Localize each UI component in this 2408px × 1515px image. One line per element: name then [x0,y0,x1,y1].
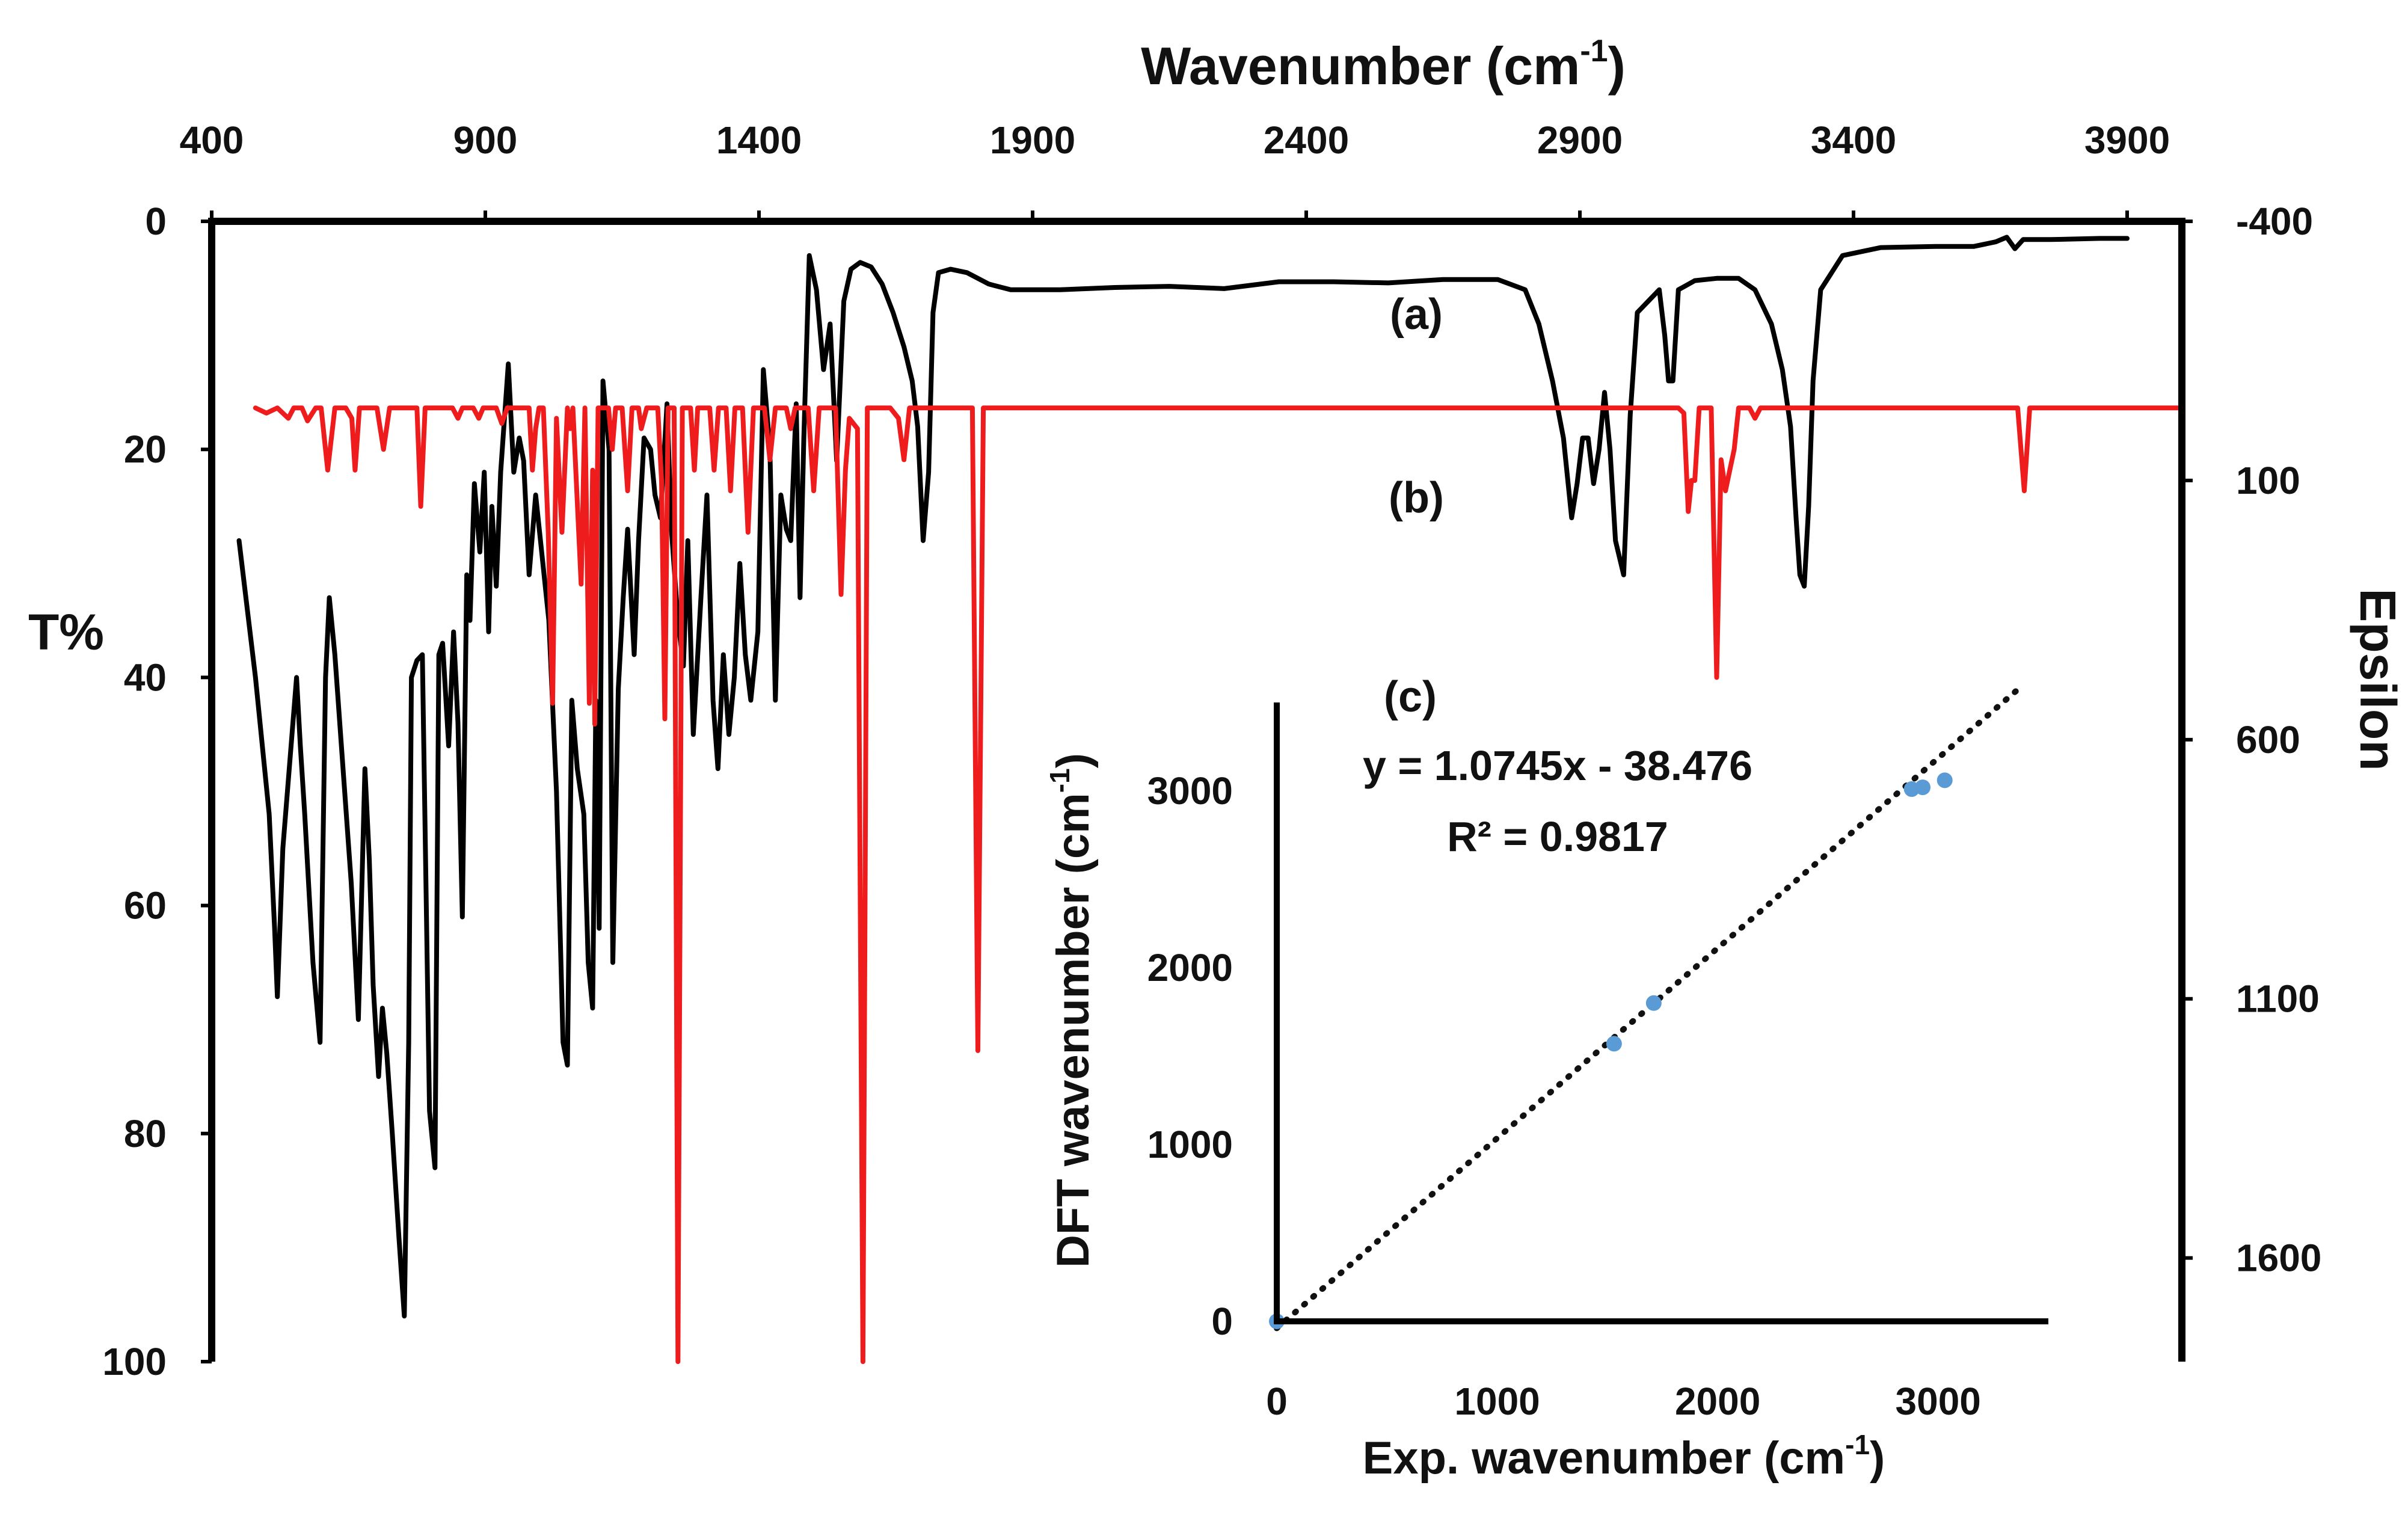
top-x-tick-label: 1400 [716,118,802,162]
right-axis-label: Epsilon [2350,588,2406,770]
inset-y-tick-label: 0 [1211,1300,1233,1343]
main-axis-ticks: 400 900 1400 1900 2400 2900 3400 3900 0 20 40 60 80 1… [102,118,2321,1383]
spectrum-line-b [253,405,2184,1364]
inset-y-tick-label: 2000 [1147,946,1233,989]
curve-label-b: (b) [1389,474,1444,522]
spectrum-line-a [236,235,2130,1319]
inset-x-tick-label: 0 [1266,1380,1288,1423]
top-x-tick-label: 1900 [990,118,1075,162]
right-y-tick-label: 100 [2236,459,2300,502]
inset-x-tick-label: 2000 [1675,1380,1760,1423]
inset-data-point [1606,1036,1622,1052]
left-y-tick-label: 20 [124,428,167,471]
inset-axis-ticks: 0 1000 2000 3000 0 1000 2000 3000 [1147,769,1981,1423]
right-y-tick-label: -400 [2236,200,2313,243]
inset-y-tick-label: 3000 [1147,769,1233,813]
left-y-tick-label: 60 [124,884,167,927]
left-y-tick-label: 40 [124,656,167,699]
inset-data-point [1645,995,1662,1011]
right-y-tick-label: 1600 [2236,1237,2321,1280]
main-axes [208,218,2185,1362]
inset-y-label: DFT wavenumber (cm-1) [1044,753,1099,1268]
top-x-tick-label: 900 [453,118,518,162]
left-y-tick-label: 80 [124,1112,167,1155]
top-x-tick-label: 2400 [1264,118,1349,162]
inset-x-label: Exp. wavenumber (cm-1) [1363,1429,1885,1484]
top-x-tick-label: 400 [180,118,244,162]
top-x-tick-label: 3900 [2084,118,2170,162]
spectrum-curves [236,235,2184,1364]
inset-x-tick-label: 3000 [1896,1380,1981,1423]
inset-y-tick-label: 1000 [1147,1123,1233,1166]
left-axis-label: T% [28,604,104,660]
curve-label-a: (a) [1390,290,1443,339]
inset-correlation-plot: (c) 0 1000 2000 3000 0 1000 2000 3000 y = 1.074… [1044,673,2048,1484]
inset-x-tick-label: 1000 [1454,1380,1540,1423]
inset-r2: R² = 0.9817 [1447,813,1668,860]
left-y-tick-label: 0 [145,200,167,243]
inset-axes [1274,702,2048,1324]
inset-label-c: (c) [1384,673,1437,721]
right-y-tick-label: 600 [2236,718,2300,761]
right-y-tick-label: 1100 [2236,977,2320,1021]
top-axis-title: Wavenumber (cm-1) [1141,34,1626,96]
top-x-tick-label: 3400 [1811,118,1896,162]
inset-data-point [1915,779,1931,796]
left-y-tick-label: 100 [102,1340,167,1383]
inset-equation: y = 1.0745x - 38.476 [1363,742,1752,789]
top-x-tick-label: 2900 [1537,118,1623,162]
inset-data-point [1937,772,1953,788]
